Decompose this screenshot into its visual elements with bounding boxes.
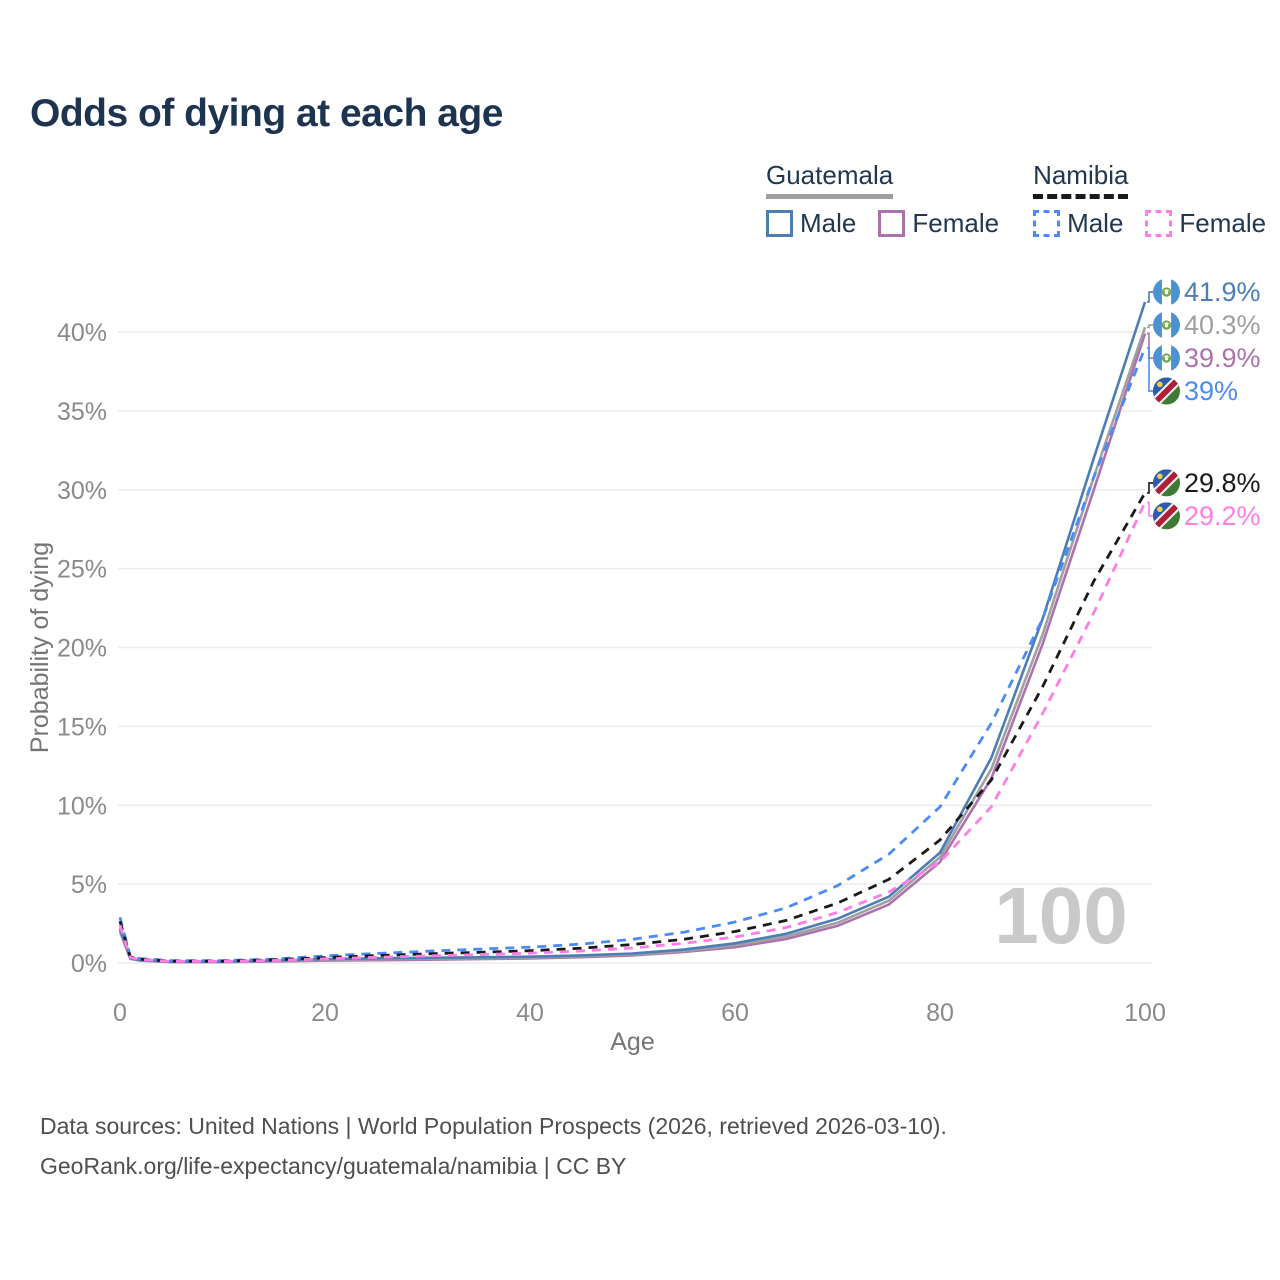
data-sources-line: Data sources: United Nations | World Pop…: [40, 1113, 947, 1139]
line-style-swatch: [766, 210, 793, 237]
namibia-flag-icon: [1153, 502, 1181, 530]
line-style-swatch: [1145, 210, 1173, 237]
label-connector: [1147, 501, 1153, 517]
y-tick-label: 35%: [57, 398, 107, 426]
legend-country-guatemala[interactable]: Guatemala: [766, 160, 894, 199]
legend-item-label: Female: [1179, 208, 1267, 238]
legend-item-label: Female: [912, 208, 1000, 238]
y-tick-label: 0%: [71, 950, 107, 978]
line-style-swatch: [878, 210, 906, 237]
series-end-value: 29.8%: [1184, 468, 1261, 498]
label-connector: [1147, 347, 1153, 392]
namibia-flag-icon: [1153, 377, 1181, 405]
y-axis-title: Probability of dying: [26, 542, 54, 753]
series-end-value: 39.9%: [1184, 343, 1261, 373]
legend-items-guatemala: Male Female: [766, 208, 999, 239]
legend-item-guatemala-male[interactable]: Male: [766, 208, 856, 239]
legend-item-label: Male: [800, 208, 857, 238]
label-connector: [1147, 332, 1153, 359]
y-tick-label: 25%: [57, 556, 107, 584]
series-line-namibia-male[interactable]: [118, 347, 1147, 962]
guatemala-flag-icon: [1153, 278, 1180, 306]
legend-item-namibia-female[interactable]: Female: [1145, 208, 1266, 239]
namibia-flag-icon: [1153, 469, 1181, 497]
x-tick-label: 80: [926, 999, 954, 1027]
x-tick-label: 100: [1124, 999, 1166, 1027]
guatemala-flag-icon: [1153, 311, 1180, 339]
x-tick-label: 60: [721, 999, 749, 1027]
series-line-namibia-female[interactable]: [118, 501, 1147, 963]
legend: Guatemala Male Female Namibia Male Femal…: [766, 160, 1266, 239]
page-title: Odds of dying at each age: [30, 92, 503, 135]
attribution-line: GeoRank.org/life-expectancy/guatemala/na…: [40, 1153, 627, 1179]
legend-items-namibia: Male Female: [1033, 208, 1266, 239]
series-end-value: 40.3%: [1184, 310, 1261, 340]
legend-group-guatemala: Guatemala Male Female: [766, 160, 999, 239]
y-tick-label: 5%: [71, 871, 107, 899]
line-style-swatch: [1033, 210, 1061, 237]
label-connector: [1147, 324, 1153, 329]
x-tick-label: 40: [516, 999, 544, 1027]
y-tick-label: 10%: [57, 792, 107, 820]
y-tick-label: 40%: [57, 319, 107, 347]
x-tick-label: 20: [311, 999, 339, 1027]
series-end-value: 41.9%: [1184, 277, 1261, 307]
y-tick-label: 20%: [57, 635, 107, 663]
legend-group-namibia: Namibia Male Female: [1033, 160, 1266, 239]
label-connector: [1147, 291, 1153, 303]
series-line-guatemala-overall[interactable]: [118, 326, 1147, 964]
legend-country-namibia[interactable]: Namibia: [1033, 160, 1129, 199]
age-watermark: 100: [994, 871, 1127, 960]
series-line-guatemala-male[interactable]: [118, 301, 1147, 963]
x-tick-label: 0: [113, 999, 127, 1027]
footer: Data sources: United Nations | World Pop…: [40, 1106, 947, 1186]
series-end-value: 39%: [1184, 376, 1238, 406]
guatemala-flag-icon: [1153, 344, 1180, 372]
series-end-value: 29.2%: [1184, 501, 1261, 531]
legend-item-label: Male: [1067, 208, 1124, 238]
y-tick-label: 15%: [57, 713, 107, 741]
x-axis-title: Age: [610, 1028, 654, 1056]
legend-item-guatemala-female[interactable]: Female: [878, 208, 999, 239]
legend-item-namibia-male[interactable]: Male: [1033, 208, 1123, 239]
label-connector: [1147, 482, 1153, 494]
series-line-namibia-overall[interactable]: [118, 492, 1147, 963]
y-tick-label: 30%: [57, 477, 107, 505]
